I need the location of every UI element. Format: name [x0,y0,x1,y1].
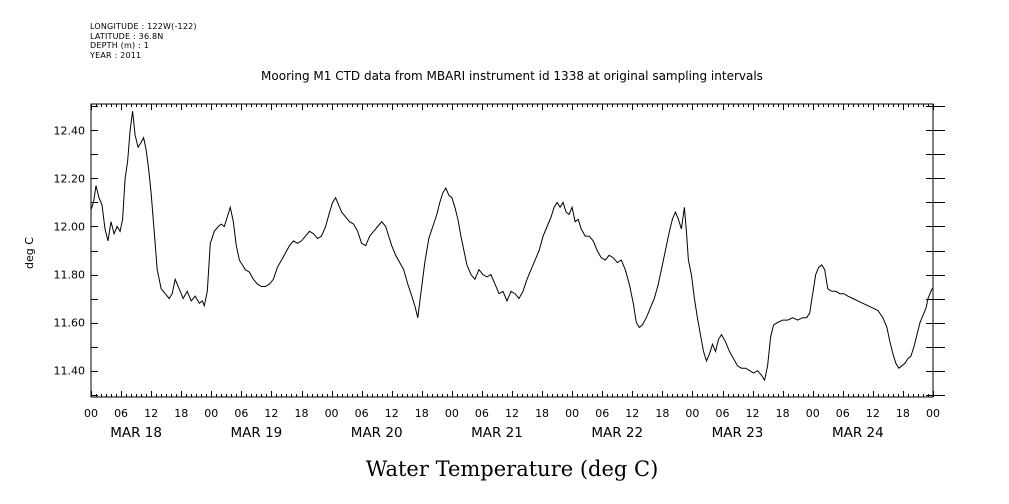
x-tick-label: 00 [445,407,459,420]
x-tick-label: 00 [685,407,699,420]
x-tick-label: 12 [625,407,639,420]
x-tick-label: 06 [716,407,730,420]
x-tick-label: 00 [84,407,98,420]
x-tick-label: 00 [806,407,820,420]
x-tick-label: 06 [475,407,489,420]
metadata-block: LONGITUDE : 122W(-122) LATITUDE : 36.8N … [90,22,197,60]
day-label: MAR 21 [471,425,523,441]
longitude-label: LONGITUDE : 122W(-122) [90,22,197,31]
day-label: MAR 18 [110,425,162,441]
x-tick-label: 18 [776,407,790,420]
x-tick-label: 06 [114,407,128,420]
x-tick-label: 00 [565,407,579,420]
chart-title: Mooring M1 CTD data from MBARI instrumen… [261,69,763,83]
y-tick-label: 12.40 [54,124,86,137]
x-tick-label: 18 [415,407,429,420]
x-tick-label: 18 [295,407,309,420]
x-tick-label: 18 [535,407,549,420]
y-tick-label: 12.20 [54,172,86,185]
axis-tick-labels: 00 06 12 18 00 06 12 18 00 06 12 18 00 06 12 18 00 06 12 18… [54,124,941,441]
day-label: MAR 22 [591,425,643,441]
y-axis-label: deg C [23,237,36,269]
x-tick-label: 12 [866,407,880,420]
x-axis-label: Water Temperature (deg C) [366,457,659,481]
depth-label: DEPTH (m) : 1 [90,41,149,50]
x-tick-label: 12 [144,407,158,420]
x-tick-label: 18 [655,407,669,420]
y-tick-label: 11.60 [54,317,86,330]
x-tick-label: 06 [234,407,248,420]
x-tick-label: 00 [325,407,339,420]
x-tick-label: 00 [926,407,940,420]
x-tick-label: 12 [746,407,760,420]
water-temperature-line [90,111,933,382]
day-label: MAR 20 [351,425,403,441]
x-tick-label: 18 [896,407,910,420]
year-label: YEAR : 2011 [90,50,142,60]
day-label: MAR 23 [712,425,764,441]
x-tick-label: 06 [355,407,369,420]
y-tick-label: 11.80 [54,269,86,282]
x-tick-label: 12 [505,407,519,420]
latitude-label: LATITUDE : 36.8N [90,31,164,41]
x-tick-label: 06 [836,407,850,420]
x-tick-label: 00 [204,407,218,420]
plot-frame [90,103,934,398]
x-tick-label: 18 [174,407,188,420]
x-tick-label: 12 [385,407,399,420]
day-label: MAR 19 [231,425,283,441]
x-tick-label: 12 [264,407,278,420]
y-tick-label: 12.00 [54,220,86,233]
y-tick-label: 11.40 [54,365,86,378]
x-tick-label: 06 [595,407,609,420]
axis-ticks [91,104,945,397]
day-label: MAR 24 [832,425,884,441]
